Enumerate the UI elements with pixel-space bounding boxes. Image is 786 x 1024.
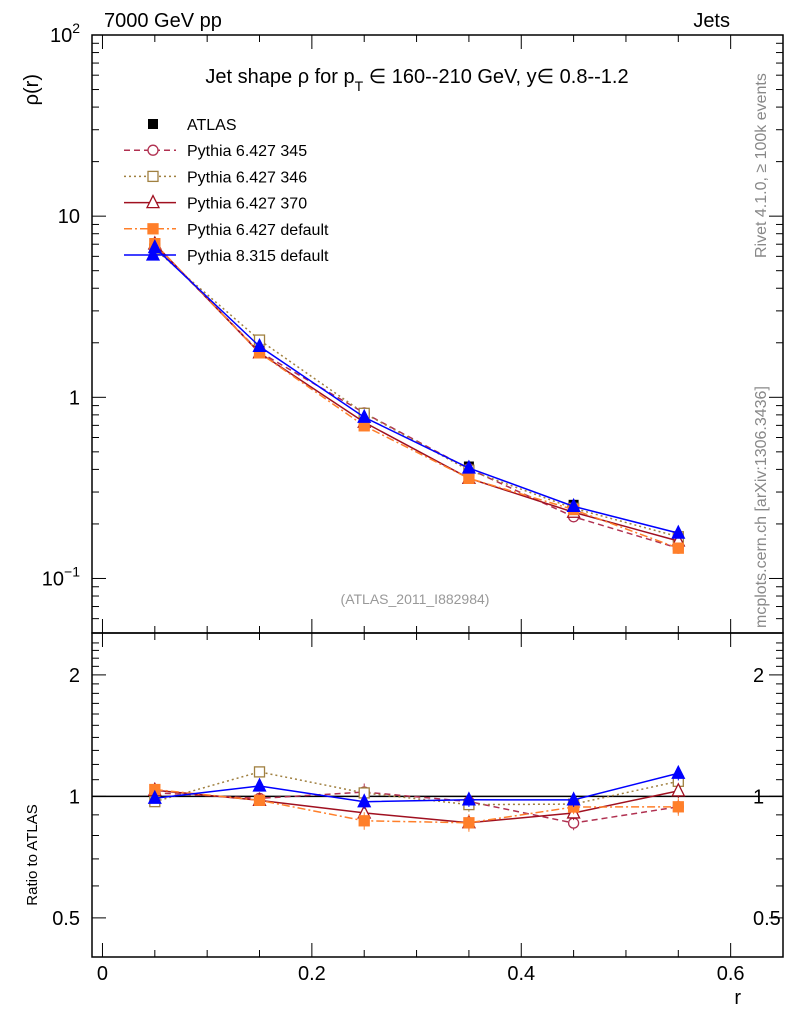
title-sub: T (355, 78, 364, 94)
y-tick-label: 1 (69, 387, 80, 409)
legend-marker (147, 170, 159, 183)
ratio-data-point (253, 794, 266, 806)
series-pythia-6-427-370 (147, 235, 686, 830)
series-line (154, 248, 679, 538)
x-tick-label: 0.2 (298, 963, 326, 985)
legend-marker (145, 194, 161, 209)
ratio-tick-label: 1 (753, 786, 764, 808)
ratio-data-point (252, 777, 267, 792)
y-axis-label: ρ(r) (21, 74, 43, 105)
series-line (154, 243, 679, 549)
x-axis-label: r (734, 987, 741, 1009)
ratio-data-point (357, 793, 372, 808)
ratio-y-axis-label: Ratio to ATLAS (24, 804, 41, 905)
series-line (154, 244, 679, 549)
rivet-label: Rivet 4.1.0, ≥ 100k events (753, 73, 770, 258)
series-pythia-6-427-346 (149, 243, 684, 812)
legend-marker (147, 144, 159, 156)
legend-label: Pythia 6.427 345 (187, 143, 307, 160)
ratio-frame (91, 632, 784, 958)
ratio-data-point (672, 801, 684, 813)
series-line (154, 247, 679, 534)
ratio-tick-label: 0.5 (52, 908, 80, 930)
data-point (252, 337, 267, 353)
legend-atlas-marker (148, 119, 158, 129)
legend-label: Pythia 8.315 default (187, 248, 329, 265)
y-tick-label: 10−1 (42, 563, 80, 590)
analysis-watermark: (ATLAS_2011_I882984) (341, 591, 490, 607)
ratio-series-line (154, 788, 679, 824)
ratio-data-point (671, 764, 686, 779)
ratio-tick-label: 2 (69, 665, 80, 687)
data-point (672, 542, 684, 554)
ratio-series-line (154, 771, 679, 806)
x-tick-label: 0.4 (507, 963, 535, 985)
title-post: ∈ 160--210 GeV, y∈ 0.8--1.2 (363, 66, 628, 88)
series-pythia-6-427-default (149, 238, 684, 832)
ratio-tick-label: 0.5 (753, 908, 781, 930)
ratio-data-point (463, 817, 475, 829)
series-line (154, 243, 679, 542)
legend-label: Pythia 6.427 default (187, 222, 329, 239)
x-tick-label: 0 (97, 963, 108, 985)
data-point (463, 472, 475, 484)
legend-label: ATLAS (187, 117, 237, 134)
ratio-data-point (671, 782, 686, 797)
y-tick-label: 102 (50, 20, 80, 47)
series-pythia-6-427-345 (149, 239, 684, 831)
y-tick-label: 10 (58, 206, 80, 228)
legend-label: Pythia 6.427 370 (187, 196, 307, 213)
data-point (357, 408, 372, 423)
x-tick-label: 0.6 (717, 963, 745, 985)
legend-label: Pythia 6.427 346 (187, 169, 307, 186)
ratio-series-line (154, 791, 679, 824)
ratio-tick-label: 2 (753, 665, 764, 687)
legend-marker (145, 246, 161, 261)
header-right: Jets (693, 10, 730, 32)
series-pythia-8-315-default (147, 239, 686, 809)
title-pre: Jet shape ρ for p (205, 66, 354, 88)
ratio-data-point (253, 766, 266, 778)
data-point (671, 524, 686, 539)
legend: ATLAS Pythia 6.427 345 Pythia 6.427 346 Pyt… (124, 117, 329, 265)
ratio-data-point (147, 789, 162, 804)
ratio-data-point (358, 815, 370, 827)
ratio-tick-label: 1 (69, 786, 80, 808)
ratio-data-point (461, 791, 476, 806)
data-point (461, 459, 476, 474)
mcplots-label: mcplots.cern.ch [arXiv:1306.3436] (753, 386, 770, 628)
legend-marker (147, 223, 159, 235)
ratio-series-line (154, 772, 679, 803)
header-left: 7000 GeV pp (104, 10, 222, 32)
data-point (566, 497, 581, 513)
ratio-data-point (566, 791, 581, 806)
chart-title: Jet shape ρ for pT ∈ 160--210 GeV, y∈ 0.… (205, 66, 628, 94)
